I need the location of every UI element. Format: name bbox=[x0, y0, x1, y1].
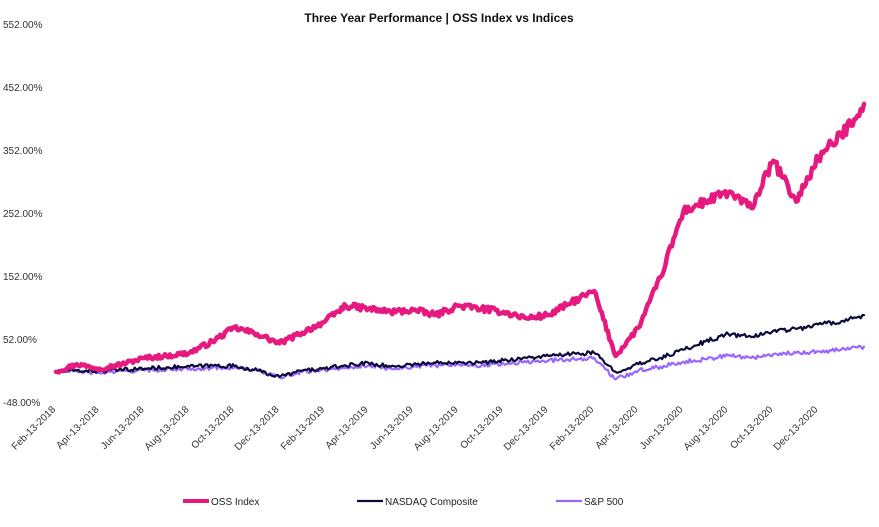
y-tick-label: 552.00% bbox=[3, 20, 43, 31]
x-tick-label: Feb-13-2019 bbox=[279, 404, 328, 453]
legend: OSS Index NASDAQ Composite S&P 500 bbox=[183, 497, 624, 508]
x-tick-label: Oct-13-2020 bbox=[728, 404, 775, 451]
x-tick-label: Apr-13-2020 bbox=[593, 404, 640, 451]
series-line-1 bbox=[54, 314, 866, 378]
chart-title: Three Year Performance | OSS Index vs In… bbox=[304, 11, 574, 25]
series-layer bbox=[53, 101, 867, 381]
legend-label-1: NASDAQ Composite bbox=[385, 497, 478, 508]
y-tick-label: 52.00% bbox=[3, 335, 37, 346]
x-tick-label: Jun-13-2020 bbox=[638, 404, 686, 452]
x-tick-label: Dec-13-2019 bbox=[502, 404, 551, 453]
x-tick-label: Aug-13-2020 bbox=[682, 404, 731, 453]
legend-label-2: S&P 500 bbox=[584, 497, 624, 508]
x-tick-label: Apr-13-2019 bbox=[324, 404, 371, 451]
legend-label-0: OSS Index bbox=[211, 497, 259, 508]
x-tick-label: Oct-13-2019 bbox=[459, 404, 506, 451]
y-axis: 552.00% 452.00% 352.00% 252.00% 152.00% 52.00… bbox=[3, 20, 43, 409]
y-tick-label: -48.00% bbox=[3, 398, 40, 409]
x-tick-label: Feb-13-2018 bbox=[10, 404, 59, 453]
y-tick-label: 352.00% bbox=[3, 146, 43, 157]
y-tick-label: 252.00% bbox=[3, 209, 43, 220]
y-tick-label: 152.00% bbox=[3, 272, 43, 283]
x-tick-label: Oct-13-2018 bbox=[189, 404, 236, 451]
x-tick-label: Feb-13-2020 bbox=[548, 404, 597, 453]
x-tick-label: Dec-13-2018 bbox=[233, 404, 282, 453]
x-tick-label: Aug-13-2018 bbox=[143, 404, 192, 453]
x-tick-label: Jun-13-2019 bbox=[368, 404, 416, 452]
x-tick-label: Aug-13-2019 bbox=[412, 404, 461, 453]
y-tick-label: 452.00% bbox=[3, 83, 43, 94]
x-tick-label: Jun-13-2018 bbox=[99, 404, 147, 452]
series-line-0 bbox=[53, 101, 867, 375]
x-tick-label: Dec-13-2020 bbox=[772, 404, 821, 453]
x-tick-label: Apr-13-2018 bbox=[55, 404, 102, 451]
series-line-2 bbox=[54, 344, 866, 381]
x-axis: Feb-13-2018Apr-13-2018Jun-13-2018Aug-13-… bbox=[10, 404, 821, 453]
